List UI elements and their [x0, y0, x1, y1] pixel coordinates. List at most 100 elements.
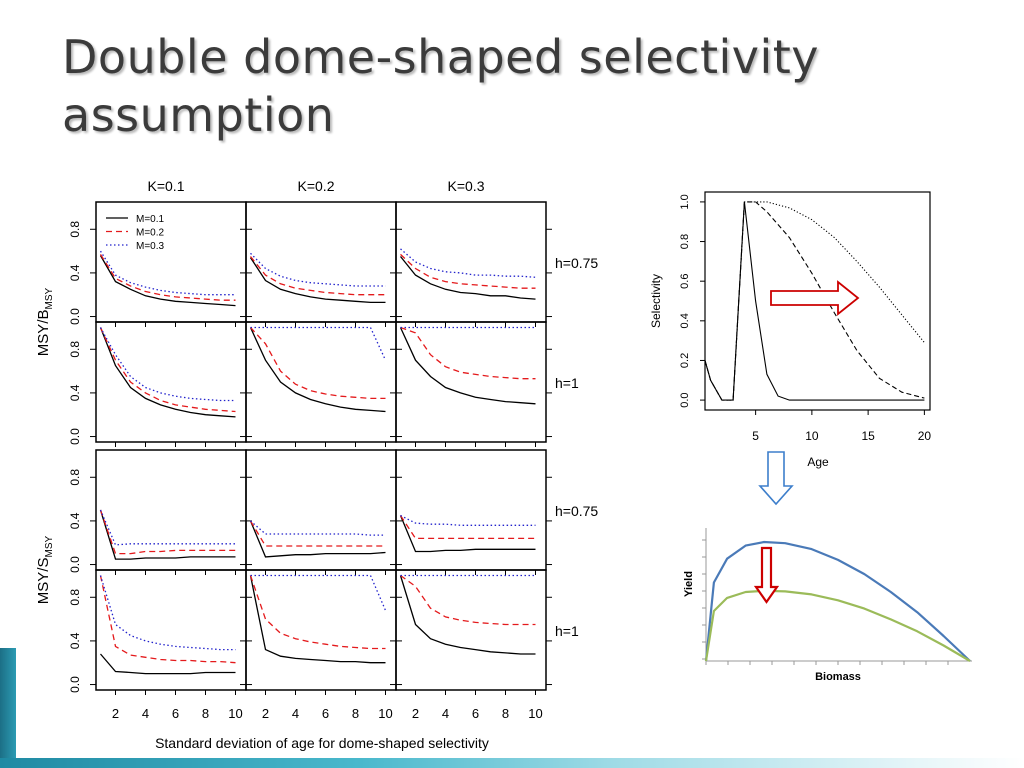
slide-title: Double dome-shaped selectivity assumptio… — [62, 30, 820, 142]
series-line-m-0-2 — [99, 327, 236, 413]
panel-frame — [245, 569, 397, 691]
grid-panel — [390, 321, 552, 447]
panel-frame — [245, 449, 397, 571]
x-tick-label: 8 — [502, 706, 509, 721]
selectivity-chart: 5 10 15 20 0.0 0.2 0.4 0.6 0.8 1.0 Age Selectivity — [649, 191, 931, 469]
x-tick-label: 10 — [528, 706, 542, 721]
series-line-m-0-2 — [400, 326, 536, 380]
series-line-m-0-3 — [400, 248, 536, 278]
series-line-m-0-1 — [399, 515, 536, 553]
x-tick-label: 10 — [228, 706, 242, 721]
grid-panel — [90, 321, 252, 447]
x-tick-label: 2 — [412, 706, 419, 721]
x-tick-label: 4 — [142, 706, 149, 721]
series-line-m-0-2 — [400, 574, 536, 626]
series-line-m-0-1 — [399, 327, 536, 405]
x-tick-label: 2 — [262, 706, 269, 721]
x-axis-title: Standard deviation of age for dome-shape… — [155, 735, 489, 751]
y-tick-label: 0.8 — [68, 341, 82, 358]
y-tick-label: 0.4 — [68, 384, 82, 401]
series-line-m-0-1 — [399, 575, 536, 655]
x-tick-label: 4 — [442, 706, 449, 721]
series-line-m-0-1 — [249, 520, 386, 558]
y-axis-title: Yield — [683, 571, 695, 597]
corner-decoration — [0, 648, 16, 768]
series-line-m-0-2 — [99, 254, 236, 301]
selectivity-frame — [704, 191, 931, 411]
series-line-m-0-2 — [250, 327, 386, 400]
row-label: h=1 — [555, 375, 579, 391]
yield-curve — [704, 540, 971, 662]
grid-panel — [390, 449, 552, 575]
y-tick-label: 0.8 — [68, 221, 82, 238]
series-line-m-0-3 — [400, 514, 536, 526]
panel-frame — [245, 321, 397, 443]
panel-frame — [395, 201, 547, 323]
series-line-m-0-3 — [250, 520, 386, 536]
grid-panel — [90, 201, 252, 327]
row-label: h=0.75 — [555, 503, 598, 519]
y-tick-label: 0.4 — [68, 512, 82, 529]
series-line-m-0-2 — [99, 575, 236, 664]
series-line-m-0-1 — [399, 256, 536, 300]
y-axis-title-bottom-subscript: MSY — [44, 535, 55, 557]
series-line-m-0-1 — [249, 575, 386, 664]
panel-frame — [95, 201, 247, 323]
x-tick-label: 2 — [112, 706, 119, 721]
column-label: K=0.3 — [448, 178, 485, 194]
series-line-m-0-2 — [249, 575, 386, 650]
series-line-m-0-2 — [99, 509, 236, 555]
x-tick-label: 8 — [202, 706, 209, 721]
series-line-m-0-3 — [99, 250, 236, 296]
x-tick-label: 10 — [378, 706, 392, 721]
selectivity-line-dashed — [704, 201, 925, 401]
series-line-m-0-2 — [400, 253, 536, 289]
y-axis-title-top-main: MSY/B — [35, 309, 52, 356]
grid-panel — [90, 569, 252, 695]
panel-frame — [395, 321, 547, 443]
y-axis-title-bottom-main: MSY/S — [35, 557, 52, 604]
grid-panel — [240, 569, 402, 695]
panel-frame — [95, 449, 247, 571]
x-tick-label: 8 — [352, 706, 359, 721]
series-line-m-0-1 — [249, 327, 386, 413]
grid-panel — [240, 449, 402, 575]
y-tick-label: 0.0 — [68, 556, 82, 573]
selectivity-line-dotted — [704, 201, 925, 401]
x-tick-label: 10 — [805, 429, 819, 443]
x-axis-title: Biomass — [815, 671, 861, 683]
y-tick-label: 0.4 — [679, 313, 691, 328]
panel-frame — [95, 321, 247, 443]
x-tick-label: 6 — [322, 706, 329, 721]
grid-panel — [240, 321, 402, 447]
series-line-m-0-1 — [99, 509, 236, 560]
series-line-m-0-1 — [99, 327, 236, 418]
y-tick-label: 0.2 — [679, 353, 691, 368]
row-label: h=0.75 — [555, 255, 598, 271]
legend-label: M=0.1 — [136, 214, 165, 225]
x-tick-label: 4 — [292, 706, 299, 721]
y-tick-label: 0.6 — [679, 274, 691, 289]
y-tick-label: 0.4 — [68, 632, 82, 649]
legend-label: M=0.2 — [136, 228, 165, 239]
column-label: K=0.1 — [148, 178, 185, 194]
y-tick-label: 0.0 — [68, 428, 82, 445]
x-axis-title: Age — [807, 455, 829, 469]
series-line-m-0-1 — [100, 653, 236, 675]
panel-frame — [245, 201, 397, 323]
y-tick-label: 0.8 — [679, 234, 691, 249]
grid-panel — [90, 449, 252, 575]
y-tick-label: 0.8 — [68, 469, 82, 486]
yield-curve — [704, 589, 971, 662]
series-line-m-0-3 — [99, 509, 236, 546]
bottom-decoration — [0, 758, 1024, 768]
y-tick-label: 1.0 — [679, 194, 691, 209]
row-label: h=1 — [555, 623, 579, 639]
y-tick-label: 0.0 — [68, 676, 82, 693]
grid-panel — [390, 569, 552, 695]
x-tick-label: 6 — [172, 706, 179, 721]
y-tick-label: 0.0 — [68, 308, 82, 325]
legend: M=0.1 M=0.2 M=0.3 — [106, 214, 165, 252]
series-line-m-0-2 — [249, 256, 386, 296]
y-axis-title-top: MSY/BMSY — [35, 287, 55, 356]
